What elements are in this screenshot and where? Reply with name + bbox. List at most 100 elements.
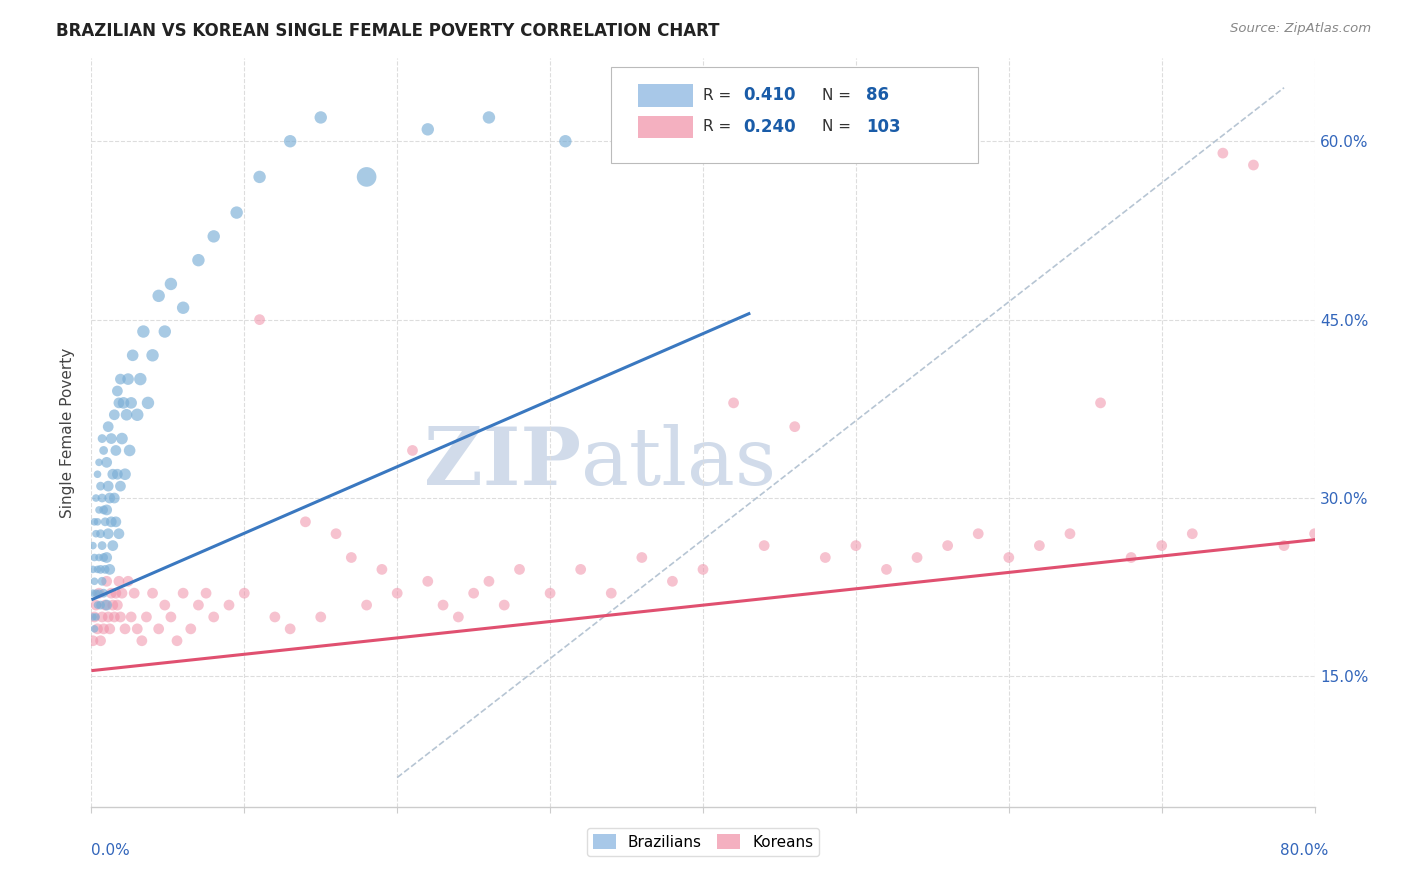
Point — [1181, 526, 1204, 541]
Text: 0.0%: 0.0% — [91, 843, 131, 858]
Point — [97, 610, 120, 624]
Point — [127, 622, 149, 636]
Point — [84, 610, 107, 624]
Point — [141, 586, 163, 600]
Text: R =: R = — [703, 88, 737, 103]
Point — [103, 408, 125, 422]
Point — [87, 455, 110, 469]
Point — [1243, 158, 1265, 172]
Point — [478, 111, 501, 125]
Point — [309, 111, 332, 125]
Point — [108, 574, 131, 589]
Point — [90, 526, 112, 541]
Point — [121, 348, 143, 362]
Point — [87, 550, 110, 565]
Point — [120, 396, 142, 410]
Point — [110, 479, 132, 493]
Legend: Brazilians, Koreans: Brazilians, Koreans — [586, 828, 820, 855]
Point — [97, 419, 120, 434]
Point — [98, 491, 121, 505]
Point — [723, 396, 745, 410]
Text: 0.410: 0.410 — [744, 87, 796, 104]
Point — [401, 443, 423, 458]
Point — [100, 586, 122, 600]
Point — [97, 526, 120, 541]
Point — [692, 562, 714, 576]
Point — [1121, 550, 1143, 565]
Text: atlas: atlas — [581, 424, 776, 501]
Point — [84, 586, 107, 600]
Point — [136, 396, 159, 410]
Point — [538, 586, 561, 600]
Bar — [638, 84, 693, 107]
Point — [814, 550, 837, 565]
Point — [845, 539, 868, 553]
Text: BRAZILIAN VS KOREAN SINGLE FEMALE POVERTY CORRELATION CHART: BRAZILIAN VS KOREAN SINGLE FEMALE POVERT… — [56, 22, 720, 40]
Point — [87, 503, 110, 517]
Point — [122, 586, 145, 600]
Text: 103: 103 — [866, 118, 900, 136]
Point — [131, 633, 153, 648]
Point — [494, 598, 516, 612]
Point — [249, 169, 271, 184]
Point — [96, 550, 118, 565]
Point — [101, 467, 124, 482]
Point — [94, 598, 117, 612]
Point — [110, 610, 132, 624]
Point — [82, 633, 104, 648]
Point — [104, 443, 127, 458]
Point — [738, 111, 761, 125]
Point — [447, 610, 470, 624]
Point — [103, 610, 125, 624]
Point — [127, 408, 149, 422]
Point — [141, 348, 163, 362]
Point — [82, 586, 104, 600]
Text: 80.0%: 80.0% — [1281, 843, 1329, 858]
Point — [233, 586, 256, 600]
Point — [91, 539, 114, 553]
Point — [278, 622, 301, 636]
Point — [104, 586, 127, 600]
Point — [1272, 539, 1295, 553]
Point — [509, 562, 531, 576]
Point — [202, 610, 225, 624]
Point — [100, 432, 122, 446]
Point — [117, 574, 139, 589]
Point — [294, 515, 316, 529]
Point — [416, 122, 439, 136]
Point — [340, 550, 363, 565]
Point — [631, 550, 654, 565]
Point — [569, 562, 592, 576]
Point — [1090, 396, 1112, 410]
Point — [91, 491, 114, 505]
Point — [91, 610, 114, 624]
Point — [90, 562, 112, 576]
Point — [117, 372, 139, 386]
Point — [385, 586, 409, 600]
Point — [98, 562, 121, 576]
Point — [114, 467, 136, 482]
Point — [103, 491, 125, 505]
Point — [83, 515, 105, 529]
Point — [218, 598, 240, 612]
Point — [172, 301, 194, 315]
Point — [96, 455, 118, 469]
Text: R =: R = — [703, 120, 737, 135]
Point — [94, 515, 117, 529]
Point — [153, 325, 176, 339]
Point — [225, 205, 247, 219]
Point — [87, 586, 110, 600]
Point — [180, 622, 202, 636]
Point — [91, 574, 114, 589]
Point — [166, 633, 188, 648]
Point — [108, 526, 131, 541]
Point — [783, 419, 806, 434]
Point — [105, 384, 128, 398]
Text: N =: N = — [821, 120, 855, 135]
Point — [110, 372, 132, 386]
Point — [105, 598, 128, 612]
Point — [84, 491, 107, 505]
Point — [86, 622, 108, 636]
Point — [101, 539, 124, 553]
Point — [120, 610, 142, 624]
